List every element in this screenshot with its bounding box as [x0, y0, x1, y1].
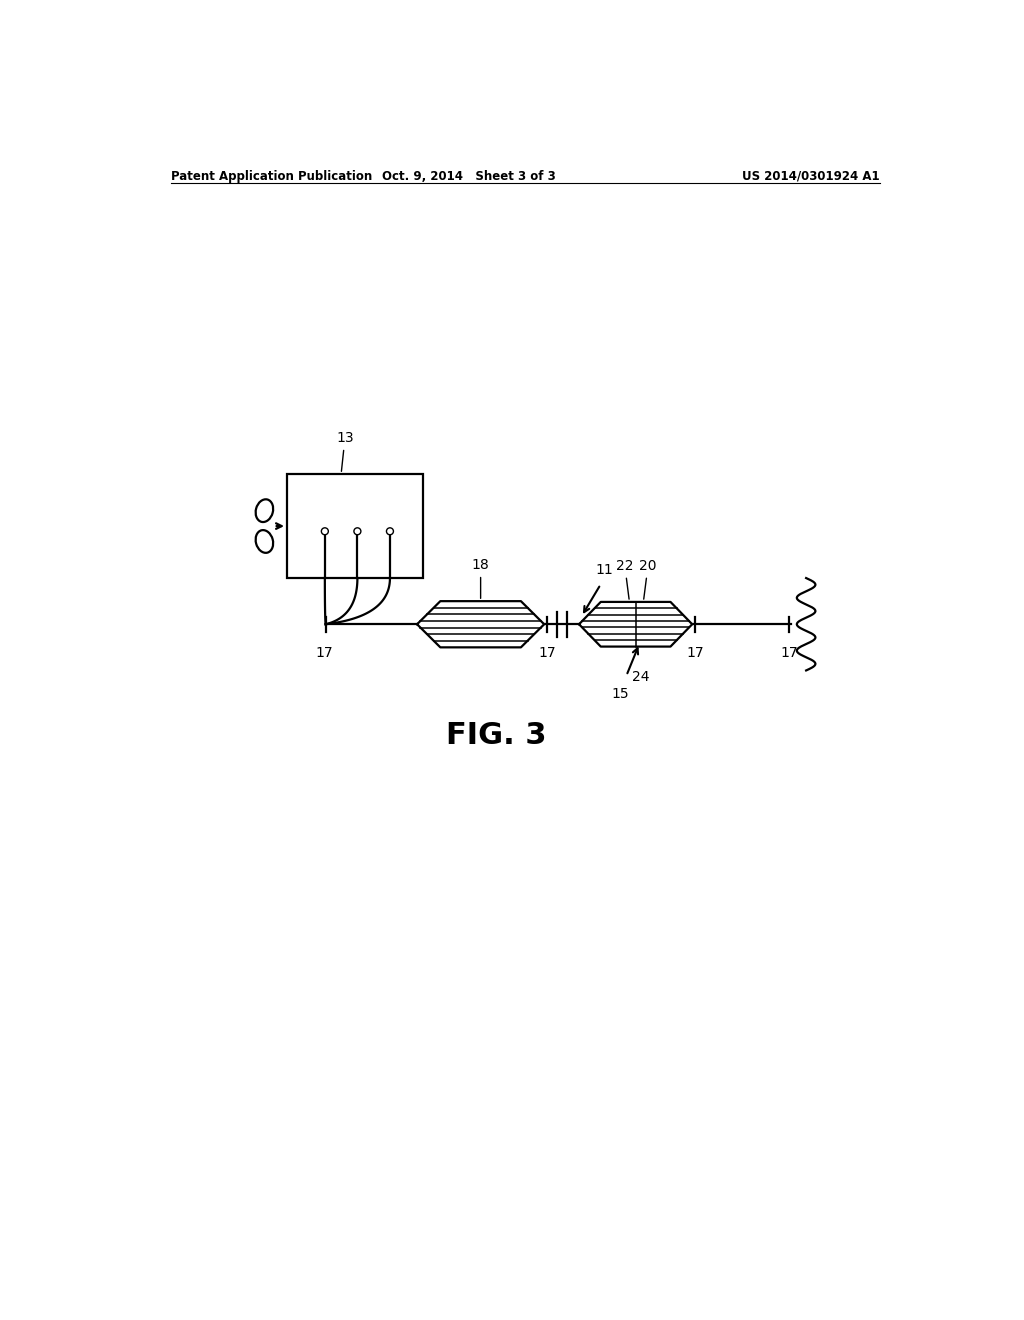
Ellipse shape	[256, 499, 273, 521]
Text: 11: 11	[595, 562, 612, 577]
Text: 17: 17	[315, 645, 333, 660]
Circle shape	[322, 528, 329, 535]
Text: FIG. 3: FIG. 3	[445, 721, 547, 750]
Text: 17: 17	[780, 645, 798, 660]
Circle shape	[354, 528, 360, 535]
Bar	[287, 474, 423, 578]
Ellipse shape	[256, 531, 273, 553]
Text: 15: 15	[611, 686, 629, 701]
Text: 24: 24	[632, 669, 649, 684]
Text: US 2014/0301924 A1: US 2014/0301924 A1	[742, 170, 880, 183]
Text: Patent Application Publication: Patent Application Publication	[171, 170, 372, 183]
Text: 20: 20	[639, 558, 656, 599]
Text: Oct. 9, 2014   Sheet 3 of 3: Oct. 9, 2014 Sheet 3 of 3	[382, 170, 556, 183]
Polygon shape	[579, 602, 692, 647]
Text: 22: 22	[616, 558, 634, 599]
Text: 13: 13	[336, 430, 354, 471]
Text: 17: 17	[539, 645, 556, 660]
Polygon shape	[417, 601, 544, 647]
Circle shape	[386, 528, 393, 535]
Text: 17: 17	[686, 645, 705, 660]
Text: 18: 18	[472, 558, 489, 598]
